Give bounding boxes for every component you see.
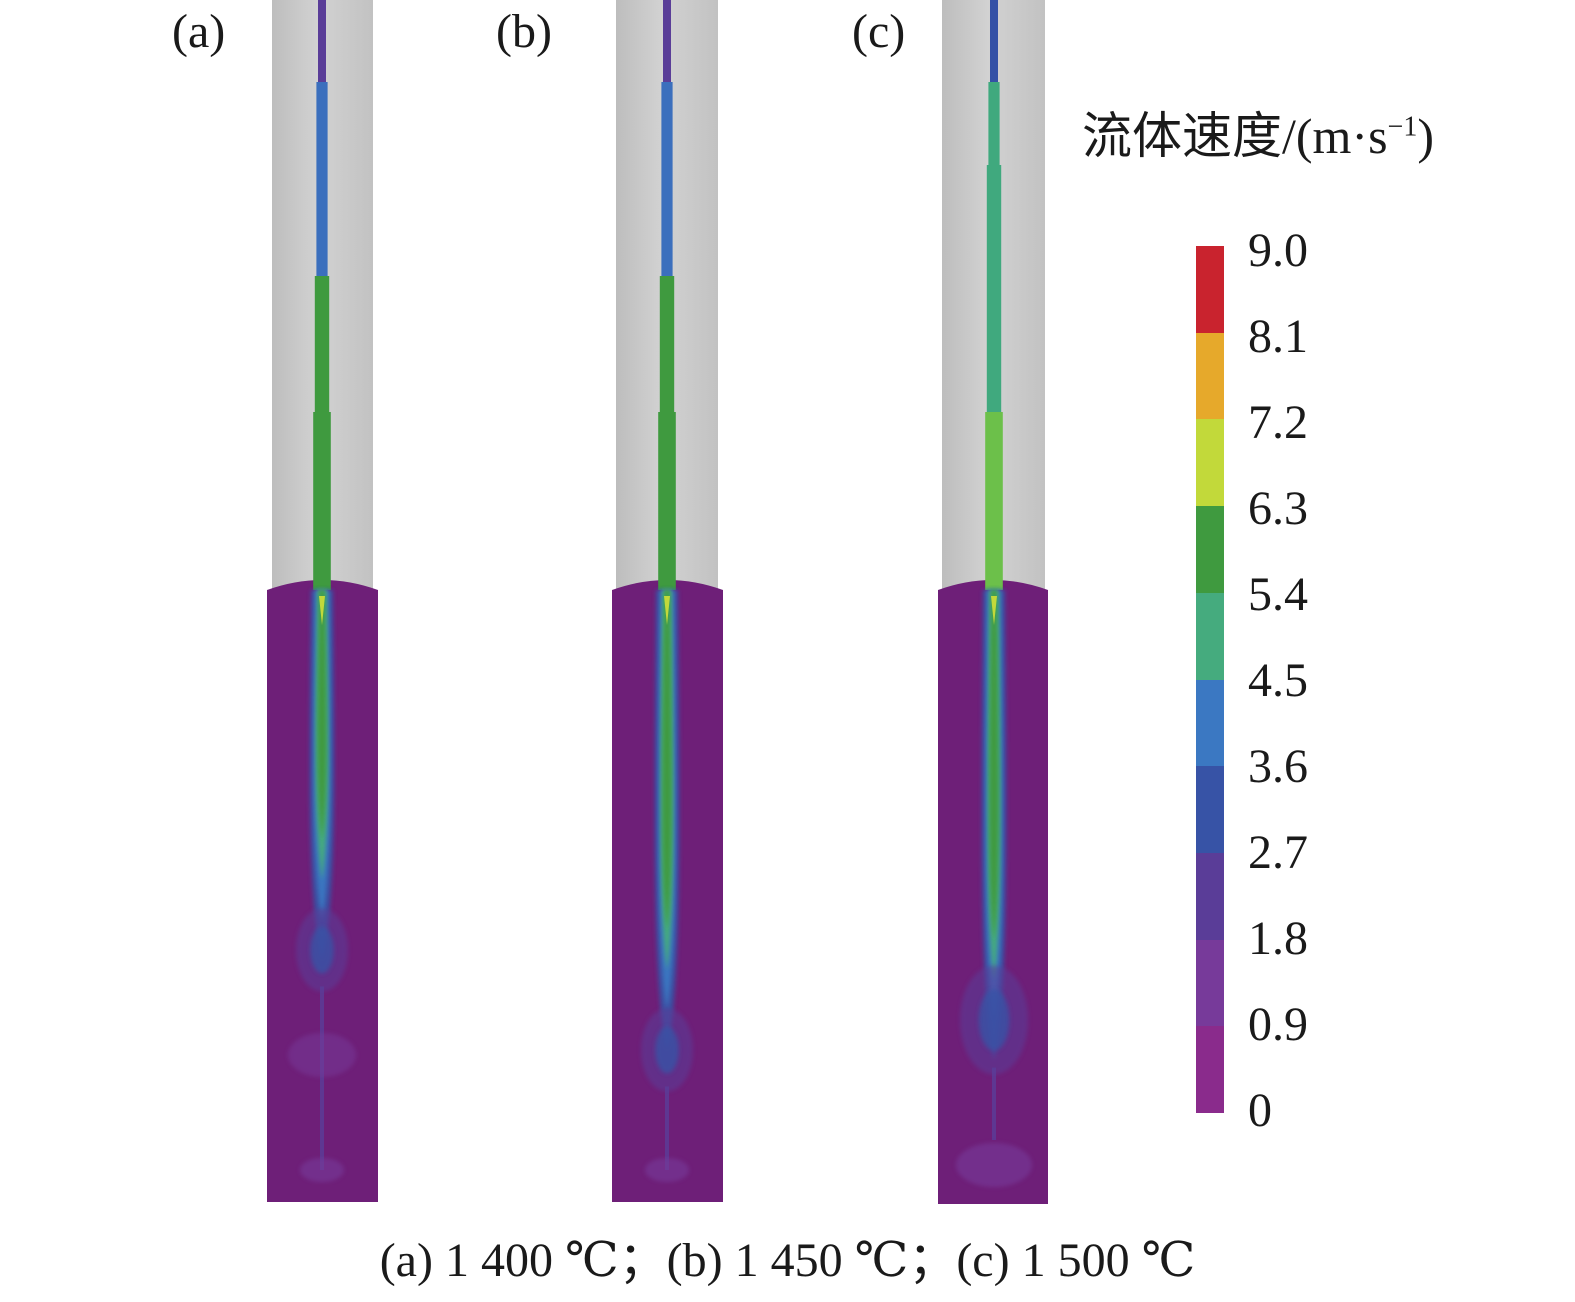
colorbar-segment xyxy=(1196,246,1224,334)
colorbar-tick-label: 8.1 xyxy=(1248,310,1308,363)
jet-plume-layer xyxy=(662,590,672,930)
colorbar-tick-label: 0.9 xyxy=(1248,998,1308,1051)
simulation-panels xyxy=(267,0,1048,1204)
jet-segment xyxy=(318,0,326,82)
jet-segment xyxy=(985,412,1003,590)
plume-tail xyxy=(320,986,324,1170)
figure-caption: (a) 1 400 ℃；(b) 1 450 ℃；(c) 1 500 ℃ xyxy=(379,1234,1196,1287)
colorbar-tick-label: 7.2 xyxy=(1248,396,1308,449)
jet-segment xyxy=(661,82,673,276)
colorbar-tick-label: 5.4 xyxy=(1248,568,1308,621)
colorbar-segment xyxy=(1196,592,1224,680)
panel-label-a: (a) xyxy=(172,5,226,58)
colorbar-tick-label: 2.7 xyxy=(1248,826,1308,879)
colorbar-tick-label: 0 xyxy=(1248,1084,1272,1137)
colorbar-segment xyxy=(1196,852,1224,941)
colorbar xyxy=(1196,246,1224,1114)
bottom-vortex xyxy=(645,1158,689,1182)
jet-segment xyxy=(313,412,331,590)
plume-core xyxy=(655,1026,679,1074)
jet-entry-tip xyxy=(319,596,325,625)
bottom-vortex xyxy=(956,1143,1032,1187)
velocity-field-c xyxy=(938,0,1048,1204)
colorbar-segment xyxy=(1196,766,1224,854)
bottom-vortex xyxy=(300,1158,344,1182)
colorbar-title: 流体速度/(m·s−1) xyxy=(1082,108,1434,164)
colorbar-tick-label: 4.5 xyxy=(1248,654,1308,707)
plume-tail xyxy=(665,1086,669,1170)
panel-label-b: (b) xyxy=(496,5,552,58)
colorbar-segment xyxy=(1196,1026,1224,1114)
jet-segment xyxy=(658,412,676,590)
colorbar-tick-label: 9.0 xyxy=(1248,224,1308,277)
jet-segment xyxy=(986,165,1002,412)
plume-core xyxy=(978,989,1010,1051)
jet-segment xyxy=(659,276,675,412)
colorbar-segment xyxy=(1196,506,1224,594)
panel-label-c: (c) xyxy=(852,5,906,58)
plume-tail xyxy=(992,1067,996,1140)
colorbar-segment xyxy=(1196,419,1224,507)
jet-plume-layer xyxy=(317,590,327,840)
colorbar-segment xyxy=(1196,679,1224,767)
colorbar-tick-label: 6.3 xyxy=(1248,482,1308,535)
colorbar-segment xyxy=(1196,939,1224,1027)
mid-vortex xyxy=(288,1033,356,1077)
velocity-field-a xyxy=(267,0,378,1202)
colorbar-segment xyxy=(1196,332,1224,420)
velocity-field-b xyxy=(612,0,723,1202)
jet-plume-layer xyxy=(989,590,999,940)
jet-segment xyxy=(988,82,1000,165)
jet-segment xyxy=(990,0,998,82)
jet-entry-tip xyxy=(991,596,997,625)
plume-core xyxy=(310,926,334,974)
jet-segment xyxy=(314,276,330,412)
colorbar-tick-label: 3.6 xyxy=(1248,740,1308,793)
jet-entry-tip xyxy=(664,596,670,625)
jet-segment xyxy=(316,82,328,276)
colorbar-tick-label: 1.8 xyxy=(1248,912,1308,965)
jet-segment xyxy=(663,0,671,82)
